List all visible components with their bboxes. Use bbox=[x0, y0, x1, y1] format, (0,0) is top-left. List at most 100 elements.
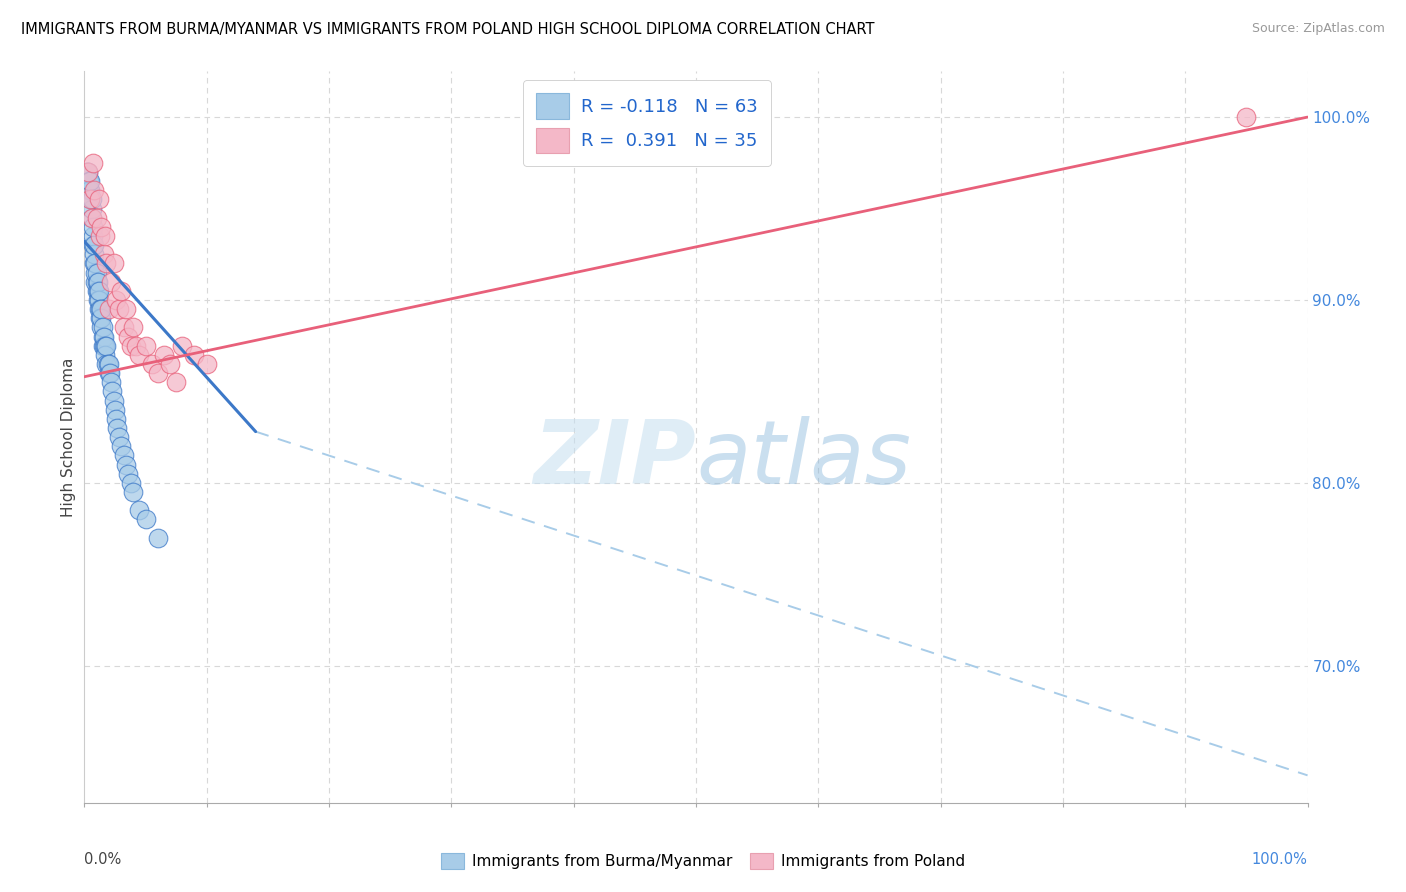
Point bbox=[80, 202, 103, 216]
Point bbox=[117, 467, 139, 481]
Point bbox=[83, 238, 105, 252]
Legend: R = -0.118   N = 63, R =  0.391   N = 35: R = -0.118 N = 63, R = 0.391 N = 35 bbox=[523, 80, 770, 166]
Point bbox=[80, 211, 103, 225]
Point bbox=[94, 338, 117, 352]
Text: 0.0%: 0.0% bbox=[84, 852, 121, 867]
Point bbox=[91, 329, 114, 343]
Point bbox=[93, 329, 115, 343]
Text: 100.0%: 100.0% bbox=[1251, 852, 1308, 867]
Point bbox=[87, 293, 110, 307]
Point bbox=[115, 458, 138, 472]
Point bbox=[159, 357, 181, 371]
Point bbox=[90, 219, 112, 234]
Point bbox=[120, 475, 142, 490]
Point bbox=[82, 238, 104, 252]
Point bbox=[122, 484, 145, 499]
Point bbox=[94, 228, 117, 243]
Point bbox=[79, 192, 101, 206]
Point bbox=[107, 430, 129, 444]
Point bbox=[89, 228, 111, 243]
Point bbox=[80, 211, 103, 225]
Point bbox=[172, 338, 194, 352]
Point bbox=[86, 211, 108, 225]
Text: ZIP: ZIP bbox=[533, 416, 696, 502]
Point bbox=[93, 338, 115, 352]
Point bbox=[89, 311, 111, 326]
Point bbox=[98, 366, 121, 380]
Point bbox=[105, 293, 128, 307]
Point bbox=[91, 338, 114, 352]
Point bbox=[96, 338, 118, 352]
Point bbox=[82, 219, 104, 234]
Point bbox=[83, 183, 105, 197]
Point bbox=[107, 301, 129, 316]
Point bbox=[83, 256, 105, 270]
Point bbox=[77, 183, 100, 197]
Point bbox=[120, 338, 142, 352]
Point bbox=[93, 247, 115, 261]
Point bbox=[77, 165, 100, 179]
Point bbox=[97, 301, 120, 316]
Point bbox=[89, 301, 111, 316]
Point bbox=[86, 284, 108, 298]
Point bbox=[122, 320, 145, 334]
Point bbox=[82, 155, 104, 169]
Point bbox=[183, 348, 205, 362]
Point bbox=[146, 366, 169, 380]
Point bbox=[87, 284, 110, 298]
Point bbox=[112, 320, 135, 334]
Point bbox=[100, 275, 122, 289]
Point bbox=[100, 375, 122, 389]
Point bbox=[87, 275, 110, 289]
Point bbox=[97, 357, 120, 371]
Point bbox=[1236, 110, 1258, 124]
Point bbox=[110, 284, 132, 298]
Point bbox=[90, 311, 112, 326]
Point bbox=[84, 256, 107, 270]
Point bbox=[146, 531, 169, 545]
Point bbox=[86, 265, 108, 279]
Text: atlas: atlas bbox=[696, 416, 911, 502]
Text: Source: ZipAtlas.com: Source: ZipAtlas.com bbox=[1251, 22, 1385, 36]
Point bbox=[94, 348, 117, 362]
Point bbox=[104, 402, 127, 417]
Point bbox=[79, 183, 101, 197]
Point bbox=[141, 357, 163, 371]
Point bbox=[97, 357, 120, 371]
Point bbox=[96, 256, 118, 270]
Point bbox=[77, 165, 100, 179]
Point bbox=[84, 265, 107, 279]
Point bbox=[87, 293, 110, 307]
Point bbox=[117, 329, 139, 343]
Point bbox=[83, 247, 105, 261]
Point bbox=[101, 384, 124, 399]
Point bbox=[96, 357, 118, 371]
Point bbox=[87, 301, 110, 316]
Point bbox=[76, 165, 98, 179]
Point bbox=[195, 357, 218, 371]
Point bbox=[84, 275, 107, 289]
Point bbox=[77, 174, 100, 188]
Point bbox=[86, 275, 108, 289]
Point bbox=[97, 366, 120, 380]
Point bbox=[90, 320, 112, 334]
Point bbox=[87, 192, 110, 206]
Point bbox=[105, 411, 128, 425]
Point bbox=[79, 192, 101, 206]
Point bbox=[135, 512, 157, 526]
Point bbox=[153, 348, 176, 362]
Point bbox=[91, 320, 114, 334]
Point bbox=[110, 439, 132, 453]
Point bbox=[135, 338, 157, 352]
Legend: Immigrants from Burma/Myanmar, Immigrants from Poland: Immigrants from Burma/Myanmar, Immigrant… bbox=[434, 847, 972, 875]
Point bbox=[103, 393, 125, 408]
Point bbox=[165, 375, 187, 389]
Point bbox=[82, 228, 104, 243]
Point bbox=[125, 338, 148, 352]
Point bbox=[105, 421, 128, 435]
Point bbox=[112, 448, 135, 462]
Point bbox=[128, 348, 150, 362]
Text: IMMIGRANTS FROM BURMA/MYANMAR VS IMMIGRANTS FROM POLAND HIGH SCHOOL DIPLOMA CORR: IMMIGRANTS FROM BURMA/MYANMAR VS IMMIGRA… bbox=[21, 22, 875, 37]
Point bbox=[80, 192, 103, 206]
Point bbox=[87, 284, 110, 298]
